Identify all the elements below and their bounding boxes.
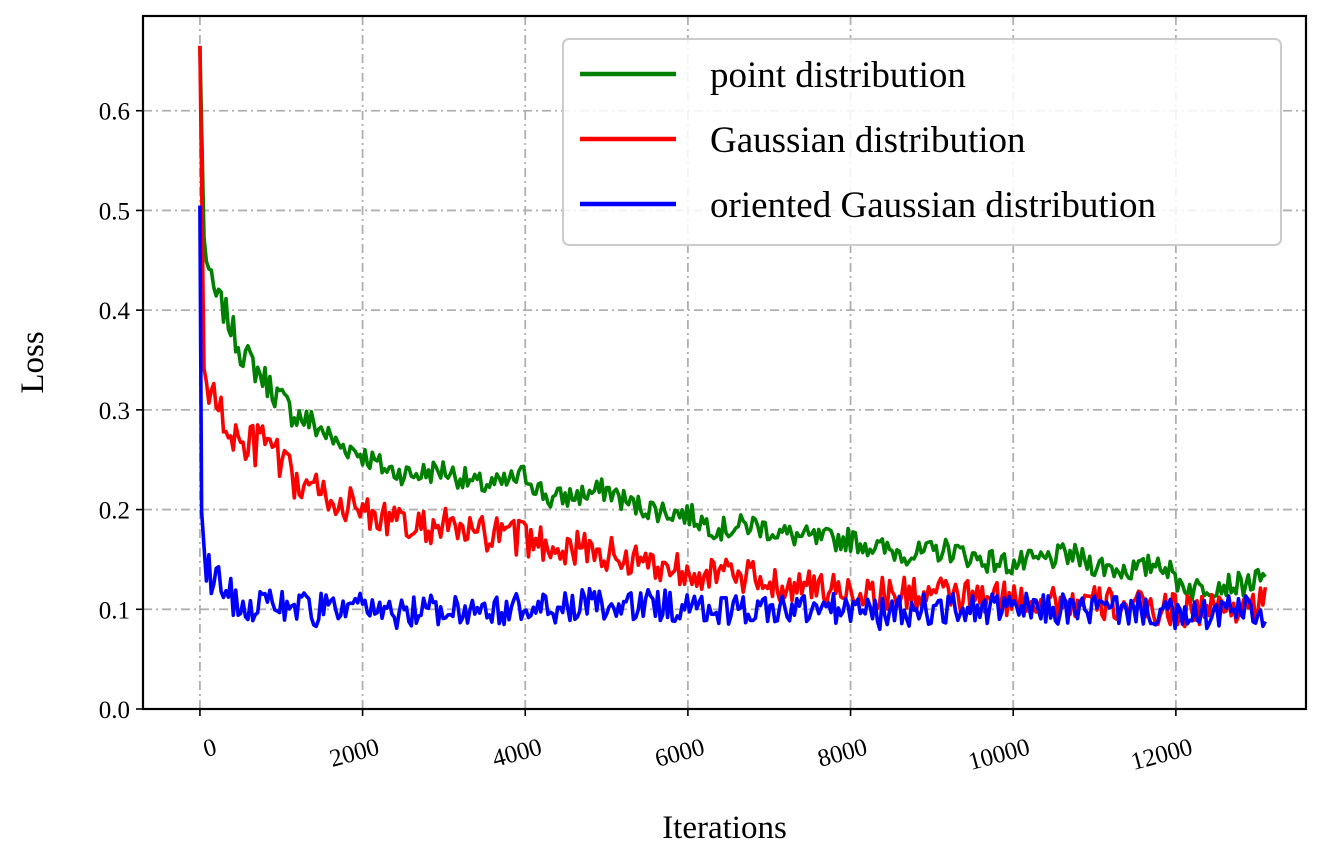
- y-tick-label: 0.1: [99, 597, 130, 624]
- legend-label: point distribution: [710, 55, 966, 96]
- y-tick-label: 0.2: [99, 498, 130, 525]
- plot-lines: [198, 45, 1268, 632]
- y-tick-label: 0.5: [99, 198, 130, 225]
- y-tick-label: 0.3: [99, 398, 130, 425]
- legend: point distribution Gaussian distribution o…: [562, 38, 1282, 246]
- legend-label: oriented Gaussian distribution: [710, 185, 1156, 226]
- y-tick-label: 0.6: [99, 99, 130, 126]
- y-tick-label: 0.4: [99, 298, 131, 325]
- legend-box: [562, 38, 1282, 246]
- series-line-gaussian: [198, 45, 1268, 629]
- legend-label: Gaussian distribution: [710, 120, 1026, 161]
- y-axis-ticks: 0.0 0.1 0.2 0.3 0.4 0.5 0.6: [99, 99, 143, 724]
- series-line-oriented-gaussian: [198, 205, 1267, 632]
- x-axis-label: Iterations: [662, 810, 787, 846]
- y-tick-label: 0.0: [99, 697, 130, 724]
- y-axis-label: Loss: [15, 331, 51, 393]
- series-line-point: [198, 45, 1267, 602]
- plot-frame: [141, 14, 1308, 711]
